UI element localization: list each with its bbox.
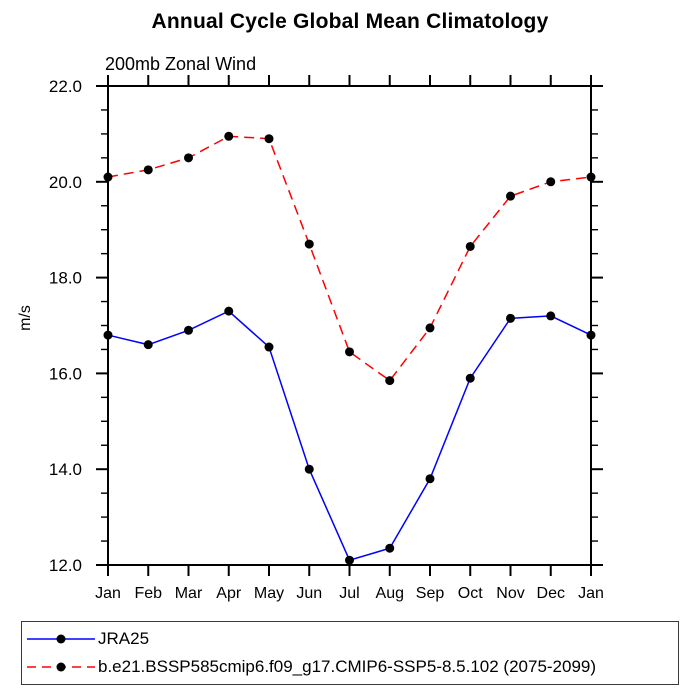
series-line-1 — [107, 135, 592, 382]
x-tick-label: Dec — [537, 585, 565, 602]
data-point-marker — [586, 330, 596, 340]
x-tick-label: Jun — [296, 585, 322, 602]
data-point-marker — [143, 340, 153, 350]
legend-box: JRA25 b.e21.BSSP585cmip6.f09_g17.CMIP6-S… — [21, 621, 679, 685]
data-point-marker — [184, 325, 193, 335]
data-point-marker — [304, 464, 314, 474]
data-point-marker — [506, 191, 515, 201]
chart-subtitle: 200mb Zonal Wind — [105, 54, 257, 74]
x-tick-label: Apr — [216, 585, 242, 602]
data-point-marker — [546, 311, 556, 321]
legend-label-model: b.e21.BSSP585cmip6.f09_g17.CMIP6-SSP5-8.… — [98, 656, 597, 676]
x-tick-label: Mar — [175, 585, 203, 602]
y-tick-label: 14.0 — [49, 460, 82, 479]
data-point-marker — [143, 165, 153, 175]
data-point-marker — [264, 134, 274, 144]
data-point-marker — [224, 306, 234, 316]
y-axis-title: m/s — [17, 305, 34, 331]
legend-item-model: b.e21.BSSP585cmip6.f09_g17.CMIP6-SSP5-8.… — [27, 657, 678, 677]
data-point-marker — [304, 239, 314, 249]
data-point-marker — [425, 323, 435, 333]
data-point-marker — [345, 347, 354, 357]
x-tick-label: May — [254, 585, 284, 602]
x-tick-label: Jan — [578, 585, 604, 602]
x-tick-label: Feb — [134, 585, 162, 602]
legend-line-sample-dashed — [27, 662, 95, 672]
x-tick-label: Aug — [376, 585, 404, 602]
data-point-marker — [264, 342, 274, 352]
plot-frame — [107, 85, 592, 566]
y-tick-label: 12.0 — [49, 556, 82, 575]
x-tick-label: Nov — [496, 585, 524, 602]
y-tick-label: 22.0 — [49, 77, 82, 96]
x-tick-label: Jan — [95, 585, 121, 602]
legend-line-sample-solid — [27, 634, 95, 644]
data-point-marker — [465, 241, 475, 251]
data-point-marker — [385, 376, 395, 386]
data-point-marker — [224, 131, 234, 141]
y-tick-label: 20.0 — [49, 173, 82, 192]
x-tick-label: Oct — [458, 585, 483, 602]
y-tick-label: 18.0 — [49, 269, 82, 288]
x-tick-label: Jul — [339, 585, 359, 602]
legend-label-jra25: JRA25 — [98, 629, 150, 649]
data-point-marker — [103, 330, 113, 340]
data-point-marker — [506, 313, 515, 323]
data-point-marker — [103, 172, 113, 182]
data-point-marker — [465, 373, 475, 383]
data-point-marker — [425, 474, 435, 484]
x-tick-label: Sep — [416, 585, 445, 602]
chart-title: Annual Cycle Global Mean Climatology — [151, 10, 549, 33]
data-point-marker — [385, 543, 395, 553]
data-point-marker — [345, 555, 354, 565]
data-point-marker — [546, 177, 556, 187]
data-point-marker — [184, 153, 193, 163]
data-point-marker — [586, 172, 596, 182]
legend-item-jra25: JRA25 — [27, 629, 678, 649]
y-tick-label: 16.0 — [49, 364, 82, 383]
